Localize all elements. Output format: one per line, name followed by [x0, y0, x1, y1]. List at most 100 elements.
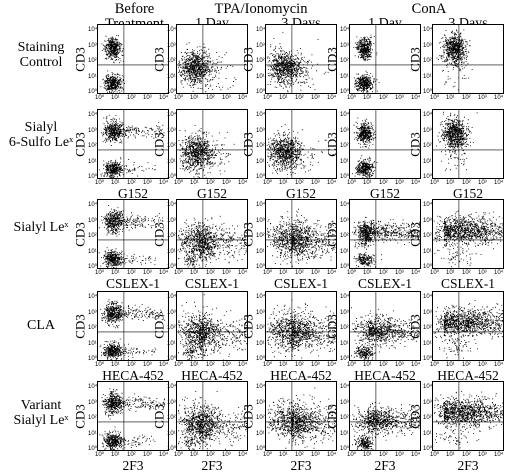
y-tick-label: 10²: [340, 143, 349, 149]
x-tick-label: 10⁰: [263, 452, 273, 458]
row-label: Sialyl 6-Sulfo Leˣ: [0, 120, 82, 150]
x-tick-label: 10⁰: [347, 362, 357, 368]
scatter-panel: [265, 199, 337, 269]
y-tick-label: 10²: [423, 325, 432, 331]
x-axis-label: HECA-452: [354, 368, 416, 383]
event-dots: [99, 114, 165, 178]
x-tick-label: 10²: [295, 362, 304, 368]
y-tick-label: 10⁴: [340, 27, 350, 33]
y-tick-label: 10¹: [88, 340, 97, 347]
y-axis-label: CD3: [407, 404, 423, 429]
x-tick-label: 10⁰: [430, 270, 440, 276]
scatter-plot: [177, 25, 247, 93]
y-tick-label: 10¹: [167, 430, 176, 437]
y-axis-label: CD3: [324, 314, 340, 339]
event-dots: [100, 35, 125, 93]
x-tick-label: 10³: [311, 95, 320, 101]
x-tick-label: 10⁴: [411, 452, 421, 458]
y-tick-label: 10⁴: [256, 112, 266, 118]
x-tick-label: 10¹: [279, 270, 288, 276]
x-tick-label: 10¹: [279, 362, 288, 368]
y-tick-label: 10⁴: [340, 202, 350, 208]
y-tick-label: 10²: [167, 233, 176, 239]
y-tick-label: 10¹: [88, 430, 97, 437]
x-tick-label: 10¹: [111, 95, 120, 101]
y-tick-label: 10⁰: [167, 264, 177, 270]
event-dots: [98, 205, 164, 268]
y-tick-label: 10²: [256, 415, 265, 421]
event-dots: [267, 299, 336, 360]
x-axis-label: HECA-452: [437, 368, 499, 383]
scatter-panel: [97, 291, 169, 361]
header-tpa-ionomycin: TPA/Ionomycin: [214, 1, 308, 17]
x-tick-label: 10²: [379, 452, 388, 458]
x-tick-label: 10³: [143, 452, 152, 458]
y-axis-label: CD3: [240, 47, 256, 72]
scatter-panel: [265, 24, 337, 94]
y-tick-label: 10⁰: [167, 446, 177, 452]
y-tick-label: 10²: [256, 325, 265, 331]
y-tick-label: 10⁴: [340, 112, 350, 118]
scatter-plot: [98, 200, 168, 268]
x-axis-label: CSLEX-1: [274, 276, 328, 291]
y-axis-label: CD3: [407, 314, 423, 339]
scatter-panel: [176, 199, 248, 269]
x-tick-label: 10³: [222, 270, 231, 276]
x-tick-label: 10³: [143, 180, 152, 186]
x-tick-label: 10²: [379, 180, 388, 186]
x-tick-label: 10⁴: [238, 95, 248, 101]
x-tick-label: 10⁴: [411, 270, 421, 276]
y-tick-label: 10¹: [340, 430, 349, 437]
x-axis-label: G152: [370, 186, 400, 201]
y-tick-label: 10⁰: [423, 174, 433, 180]
row-label-line: Sialyl Leˣ: [13, 220, 69, 235]
x-tick-label: 10⁴: [159, 362, 169, 368]
x-tick-label: 10²: [127, 452, 136, 458]
x-tick-label: 10⁰: [430, 95, 440, 101]
x-tick-label: 10⁴: [327, 452, 337, 458]
row-label-line: 6-Sulfo Leˣ: [8, 135, 74, 150]
y-axis-label: CD3: [151, 47, 167, 72]
x-axis-label: 2F3: [374, 458, 396, 473]
y-tick-label: 10⁴: [88, 112, 98, 118]
scatter-panel: [432, 199, 504, 269]
x-tick-label: 10²: [206, 180, 215, 186]
y-tick-label: 10³: [256, 309, 265, 316]
scatter-panel: [349, 24, 421, 94]
y-axis-label: CD3: [324, 404, 340, 429]
x-tick-label: 10¹: [363, 270, 372, 276]
y-tick-label: 10⁰: [340, 89, 350, 95]
row-label: CLA: [0, 318, 82, 333]
scatter-plot: [433, 200, 503, 268]
x-tick-label: 10³: [311, 452, 320, 458]
scatter-plot: [266, 200, 336, 268]
y-tick-label: 10⁰: [256, 89, 266, 95]
event-dots: [177, 42, 237, 93]
event-dots: [99, 299, 166, 360]
scatter-panel: [176, 291, 248, 361]
y-tick-label: 10⁴: [167, 112, 177, 118]
x-tick-label: 10²: [295, 95, 304, 101]
y-tick-label: 10³: [88, 217, 97, 224]
y-tick-label: 10²: [167, 143, 176, 149]
y-tick-label: 10²: [88, 415, 97, 421]
y-tick-label: 10⁴: [167, 294, 177, 300]
x-tick-label: 10⁴: [411, 362, 421, 368]
x-tick-label: 10²: [379, 95, 388, 101]
scatter-panel: [176, 24, 248, 94]
x-tick-label: 10⁰: [174, 180, 184, 186]
x-tick-label: 10⁰: [95, 180, 105, 186]
y-axis-label: CD3: [240, 132, 256, 157]
x-tick-label: 10¹: [279, 452, 288, 458]
x-tick-label: 10⁰: [95, 452, 105, 458]
y-tick-label: 10²: [423, 415, 432, 421]
row-label: Sialyl Leˣ: [0, 220, 82, 235]
y-axis-label: CD3: [72, 222, 88, 247]
event-dots: [351, 402, 420, 450]
y-tick-label: 10¹: [256, 248, 265, 255]
y-tick-label: 10⁰: [167, 356, 177, 362]
y-axis-label: CD3: [324, 222, 340, 247]
x-tick-label: 10²: [206, 270, 215, 276]
scatter-plot: [350, 200, 420, 268]
y-tick-label: 10³: [340, 399, 349, 406]
